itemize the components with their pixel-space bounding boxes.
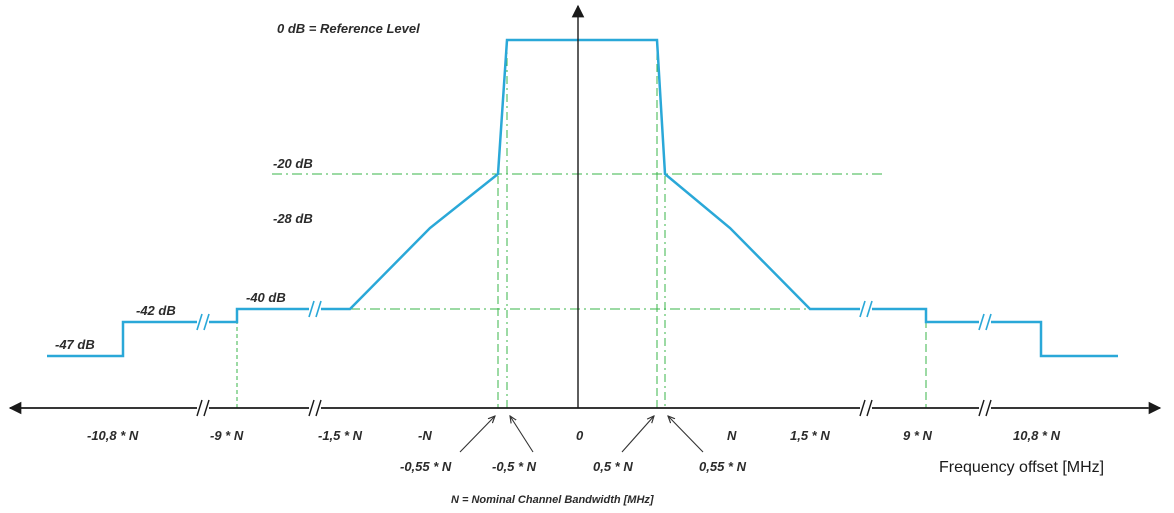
break-mark xyxy=(859,300,873,318)
tick-label-pos-10-8n: 10,8 * N xyxy=(1013,428,1061,443)
pointer-neg-0-5n xyxy=(510,416,534,453)
tick-label-zero: 0 xyxy=(576,428,584,443)
level-label-minus20: -20 dB xyxy=(273,156,313,171)
pointer-arrows xyxy=(459,416,704,453)
axis-break-mark xyxy=(859,399,873,417)
level-label-minus47: -47 dB xyxy=(55,337,95,352)
x-axis-title: Frequency offset [MHz] xyxy=(939,459,1104,476)
tick-label-pos-9n: 9 * N xyxy=(903,428,933,443)
tick-label-neg-9n: -9 * N xyxy=(210,428,244,443)
tick-label-neg-0-55n: -0,55 * N xyxy=(400,459,452,474)
reference-level-label: 0 dB = Reference Level xyxy=(277,21,420,36)
axis-break-mark xyxy=(978,399,992,417)
footnote: N = Nominal Channel Bandwidth [MHz] xyxy=(451,494,654,506)
break-mark xyxy=(196,313,210,331)
level-label-minus28: -28 dB xyxy=(273,211,313,226)
tick-label-pos-0-5n: 0,5 * N xyxy=(593,459,633,474)
break-mark xyxy=(978,313,992,331)
pointer-pos-0-5n xyxy=(621,416,654,453)
axis-break-mark xyxy=(308,399,322,417)
axis-break-marks xyxy=(196,399,992,417)
tick-label-neg-1-5n: -1,5 * N xyxy=(318,428,363,443)
tick-label-neg-10-8n: -10,8 * N xyxy=(87,428,139,443)
tick-label-pos-n: N xyxy=(727,428,737,443)
tick-label-pos-0-55n: 0,55 * N xyxy=(699,459,747,474)
tick-label-pos-1-5n: 1,5 * N xyxy=(790,428,830,443)
mask-break-marks xyxy=(196,300,992,331)
level-label-minus40: -40 dB xyxy=(246,290,286,305)
pointer-neg-0-55n xyxy=(459,416,495,453)
axis-break-mark xyxy=(196,399,210,417)
level-label-minus42: -42 dB xyxy=(136,303,176,318)
spectral-mask-line xyxy=(47,38,1118,358)
break-mark xyxy=(308,300,322,318)
pointer-pos-0-55n xyxy=(668,416,704,453)
guide-lines xyxy=(236,40,927,408)
tick-label-neg-0-5n: -0,5 * N xyxy=(492,459,537,474)
tick-label-neg-n: -N xyxy=(418,428,432,443)
